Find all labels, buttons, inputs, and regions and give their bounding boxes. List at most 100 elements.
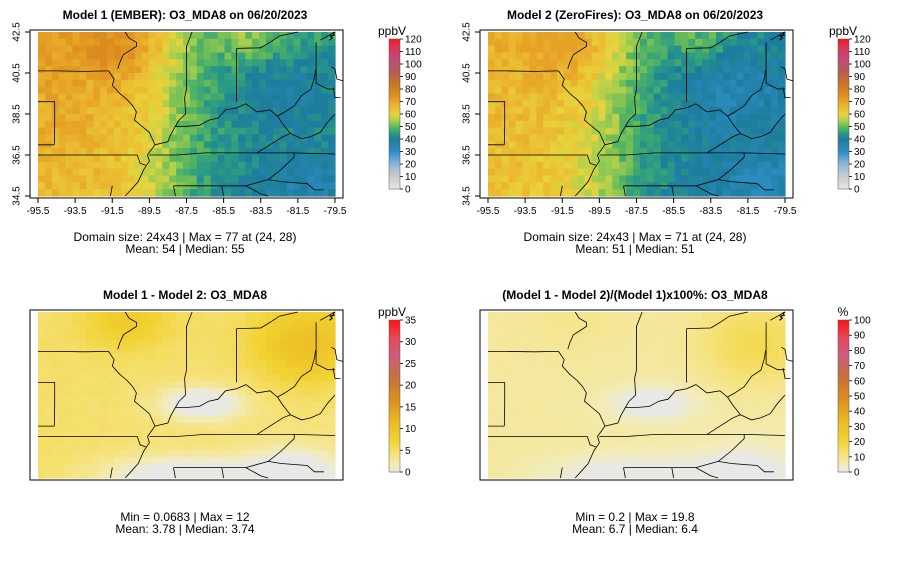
colorbar-segment — [838, 111, 849, 115]
heat-cell — [169, 388, 177, 396]
heat-cell — [93, 155, 101, 163]
heat-cell — [515, 401, 524, 410]
colorbar-segment — [389, 441, 400, 445]
heat-cell — [681, 175, 689, 183]
heat-cell — [543, 189, 551, 197]
heat-cell — [238, 120, 246, 129]
heat-cell — [577, 59, 586, 67]
heat-cell — [217, 415, 226, 424]
heat-cell — [750, 339, 758, 348]
heat-cell — [570, 388, 579, 396]
heat-cell — [619, 332, 627, 341]
heat-cell — [196, 45, 205, 54]
heat-cell — [584, 422, 593, 431]
heat-cell — [196, 339, 205, 348]
heat-cell — [245, 79, 253, 88]
heat-cell — [203, 353, 212, 362]
heat-cell — [709, 182, 717, 190]
colorbar-segment — [838, 81, 849, 85]
heat-cell — [522, 457, 531, 465]
heat-cell — [286, 395, 295, 403]
heat-cell — [605, 127, 613, 136]
heat-cell — [674, 45, 682, 54]
heat-cell — [584, 66, 593, 74]
heat-cell — [286, 32, 295, 40]
heat-cell — [58, 100, 67, 108]
heat-cell — [633, 100, 641, 108]
heat-cell — [107, 318, 115, 327]
heat-cell — [771, 155, 779, 163]
heat-cell — [757, 161, 765, 170]
heat-cell — [93, 401, 101, 410]
heat-cell — [494, 38, 503, 47]
heat-cell — [155, 189, 163, 197]
heat-cell — [550, 312, 558, 320]
heat-cell — [639, 457, 648, 465]
heat-cell — [501, 429, 510, 438]
heat-cell — [771, 168, 779, 177]
heat-cell — [279, 415, 288, 424]
heat-cell — [722, 381, 731, 389]
heat-cell — [286, 401, 295, 410]
heat-cell — [605, 79, 613, 88]
heat-cell — [293, 66, 302, 74]
heat-cell — [750, 408, 758, 417]
heat-cell — [729, 100, 738, 108]
heat-cell — [231, 79, 239, 88]
heat-cell — [141, 73, 150, 81]
heat-cell — [743, 66, 752, 74]
heat-cell — [162, 32, 170, 40]
x-tick-label: -89.5 — [588, 206, 611, 217]
heat-cell — [612, 161, 620, 170]
state-border — [574, 425, 606, 479]
heat-cell — [238, 450, 246, 458]
heat-cell — [183, 134, 191, 142]
colorbar-segment — [389, 186, 400, 190]
heat-cell — [100, 79, 108, 88]
heat-cell — [750, 114, 758, 122]
heat-cell — [488, 471, 496, 479]
heat-cell — [183, 388, 191, 396]
heat-cell — [314, 127, 322, 136]
heat-cell — [543, 66, 551, 74]
heat-cell — [715, 312, 724, 320]
heat-cell — [550, 161, 558, 170]
heat-cell — [238, 367, 246, 375]
colorbar-segment — [389, 327, 400, 331]
heat-cell — [598, 374, 607, 382]
heat-cell — [529, 408, 537, 417]
colorbar-segment — [389, 385, 400, 389]
colorbar-segment — [838, 330, 849, 334]
heat-cell — [141, 318, 150, 327]
heat-cell — [79, 457, 87, 465]
heat-cell — [626, 114, 634, 122]
heat-cell — [626, 134, 634, 142]
heat-cell — [529, 353, 537, 362]
heat-cell — [113, 86, 122, 95]
colorbar-segment — [389, 449, 400, 453]
heat-cell — [65, 73, 74, 81]
heat-cell — [563, 45, 572, 54]
heat-cell — [58, 408, 67, 417]
heat-cell — [667, 312, 676, 320]
heat-cell — [134, 73, 143, 81]
colorbar-segment — [838, 121, 849, 125]
heat-cell — [557, 175, 565, 183]
heat-cell — [653, 134, 662, 142]
heat-cell — [231, 374, 239, 382]
heat-cell — [550, 450, 558, 458]
heat-cell — [113, 52, 122, 60]
colorbar-segment — [389, 94, 400, 97]
heat-cell — [743, 408, 752, 417]
heat-cell — [120, 134, 129, 142]
heat-cell — [653, 45, 662, 54]
heat-cell — [722, 388, 731, 396]
heat-cell — [570, 436, 579, 445]
heat-cell — [688, 450, 696, 458]
heat-cell — [702, 161, 710, 170]
heat-cell — [293, 155, 302, 163]
heat-cell — [653, 401, 662, 410]
heat-cell — [293, 388, 302, 396]
heat-cell — [598, 346, 607, 355]
heat-cell — [612, 388, 620, 396]
